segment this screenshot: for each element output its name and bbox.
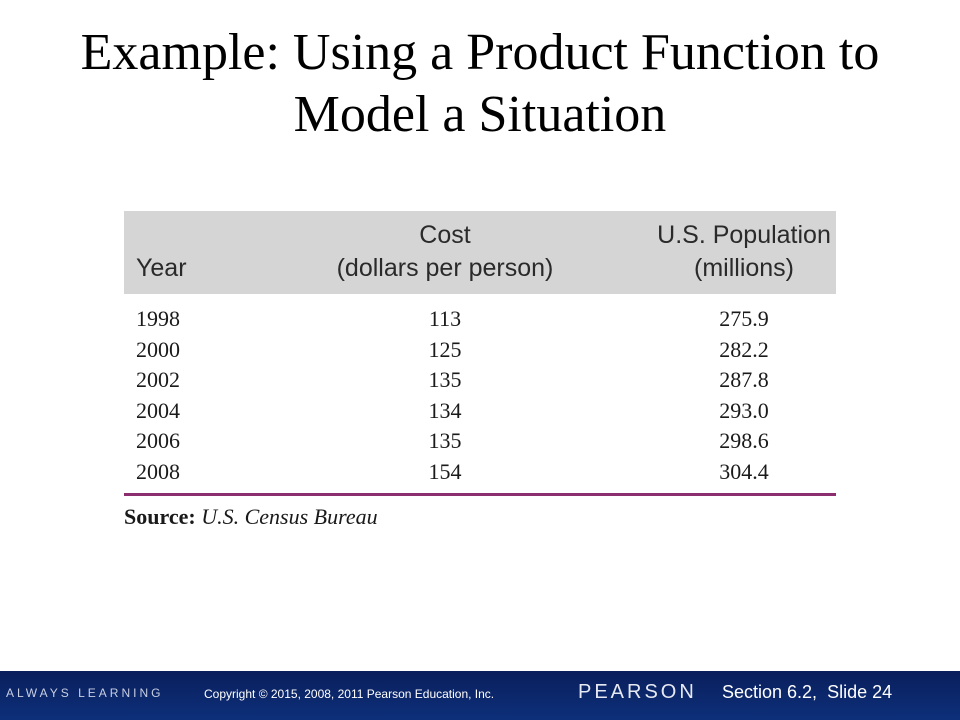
cell-year: 2000 [136,336,180,362]
footer-bar: ALWAYS LEARNING Copyright © 2015, 2008, … [0,671,960,720]
source-note: Source: U.S. Census Bureau [124,504,378,530]
cell-cost: 154 [428,458,462,484]
header-cost-line-2: (dollars per person) [336,254,554,282]
slide-title: Example: Using a Product Function to Mod… [0,22,960,146]
cell-cost: 113 [428,306,462,331]
source-text: U.S. Census Bureau [201,504,378,529]
table-row: 1998 113 275.9 [124,304,836,335]
cell-cost: 135 [428,428,462,453]
header-cost: Cost (dollars per person) [324,219,566,285]
table-body: 1998 113 275.9 2000 125 282.2 2002 135 2… [124,294,836,484]
cell-population: 304.4 [719,458,769,484]
slide-title-line-1: Example: Using a Product Function to [80,24,880,81]
table-header: Year Cost (dollars per person) U.S. Popu… [124,211,836,294]
cell-cost: 125 [428,336,462,362]
always-learning-tagline: ALWAYS LEARNING [6,686,164,700]
slide-title-line-2: Model a Situation [293,86,667,143]
header-population: U.S. Population (millions) [646,219,842,285]
cell-population: 293.0 [719,397,769,423]
data-table: Year Cost (dollars per person) U.S. Popu… [124,211,836,484]
cell-population: 282.2 [719,336,769,362]
header-population-line-1: U.S. Population [657,221,831,249]
pearson-logo: PEARSON [578,681,697,703]
table-row: 2000 125 282.2 [124,335,836,366]
table-bottom-rule [124,493,836,496]
cell-year: 2006 [136,428,180,453]
table-row: 2002 135 287.8 [124,365,836,396]
table-row: 2006 135 298.6 [124,426,836,457]
cell-year: 2002 [136,367,180,392]
cell-year: 1998 [136,306,180,331]
cell-cost: 134 [428,397,462,423]
cell-year: 2004 [136,397,180,423]
copyright-notice: Copyright © 2015, 2008, 2011 Pearson Edu… [204,687,495,701]
table-row: 2008 154 304.4 [124,457,836,488]
cell-population: 287.8 [719,367,769,392]
source-label: Source: [124,504,196,529]
cell-year: 2008 [136,458,180,484]
header-year: Year [136,254,187,282]
table-row: 2004 134 293.0 [124,396,836,427]
cell-population: 275.9 [719,306,769,331]
slide-number: Section 6.2, Slide 24 [722,682,893,702]
cell-cost: 135 [428,367,462,392]
header-population-line-2: (millions) [694,254,794,282]
cell-population: 298.6 [719,428,769,453]
header-cost-line-1: Cost [419,221,471,249]
